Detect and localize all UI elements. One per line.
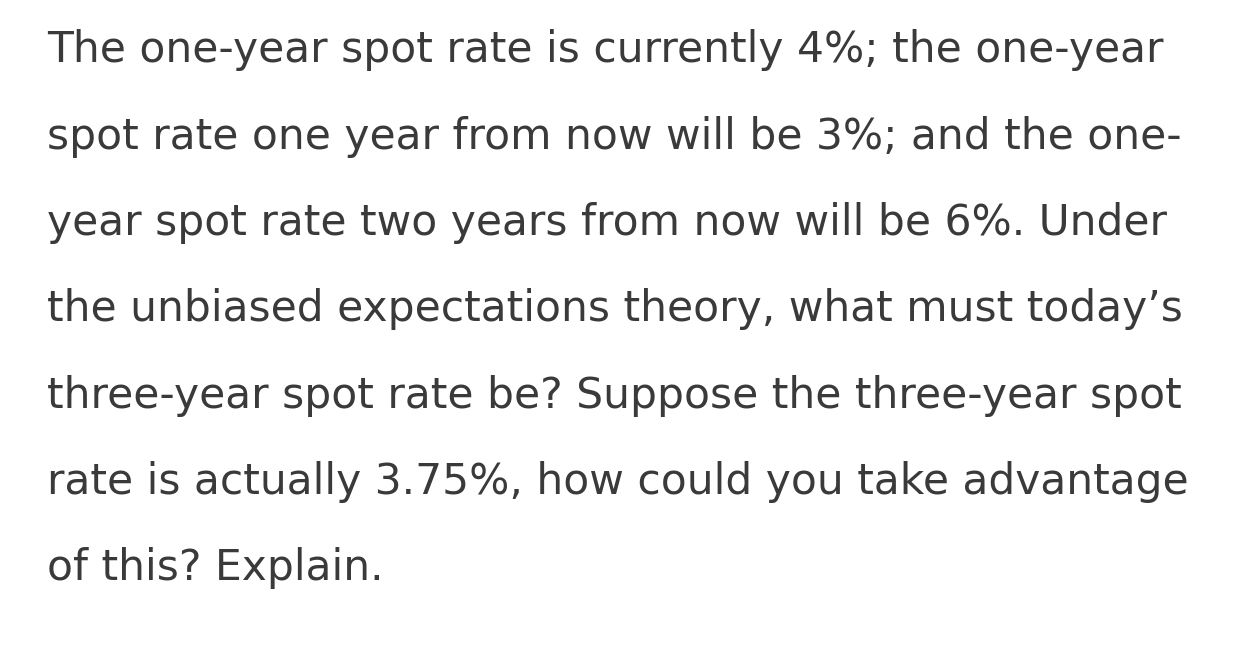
Text: year spot rate two years from now will be 6%. Under: year spot rate two years from now will b…: [47, 202, 1167, 244]
Text: the unbiased expectations theory, what must today’s: the unbiased expectations theory, what m…: [47, 288, 1184, 330]
Text: three-year spot rate be? Suppose the three-year spot: three-year spot rate be? Suppose the thr…: [47, 375, 1182, 417]
Text: rate is actually 3.75%, how could you take advantage: rate is actually 3.75%, how could you ta…: [47, 461, 1189, 503]
Text: The one-year spot rate is currently 4%; the one-year: The one-year spot rate is currently 4%; …: [47, 29, 1164, 71]
Text: of this? Explain.: of this? Explain.: [47, 547, 384, 589]
Text: spot rate one year from now will be 3%; and the one-: spot rate one year from now will be 3%; …: [47, 116, 1182, 158]
